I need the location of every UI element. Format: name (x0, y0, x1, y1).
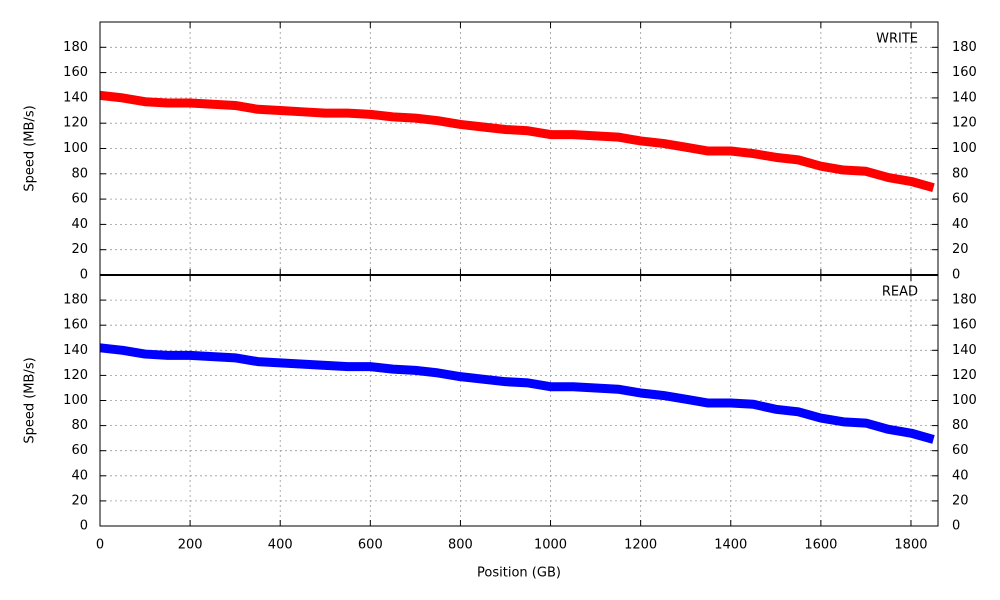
y2-tick-label: 0 (952, 519, 960, 534)
y2-tick-label: 100 (952, 141, 977, 156)
y-axis-label: Speed (MB/s) (23, 357, 38, 443)
y2-tick-label: 40 (952, 217, 969, 232)
y-tick-label: 140 (63, 343, 88, 358)
y-tick-label: 40 (71, 217, 88, 232)
y2-tick-label: 60 (952, 192, 969, 207)
y-tick-label: 60 (71, 443, 88, 458)
y2-tick-label: 120 (952, 368, 977, 383)
y-tick-label: 160 (63, 318, 88, 333)
y-tick-label: 60 (71, 192, 88, 207)
y-tick-label: 180 (63, 40, 88, 55)
y-tick-label: 180 (63, 293, 88, 308)
y-tick-label: 0 (80, 268, 88, 283)
y-tick-label: 120 (63, 116, 88, 131)
x-tick-label: 1600 (804, 538, 837, 553)
x-tick-label: 1400 (714, 538, 747, 553)
y2-tick-label: 120 (952, 116, 977, 131)
y2-tick-label: 100 (952, 393, 977, 408)
speed-line (99, 90, 935, 193)
y-tick-label: 100 (63, 141, 88, 156)
panel-title: WRITE (876, 32, 918, 47)
x-tick-label: 1200 (624, 538, 657, 553)
y-tick-label: 160 (63, 65, 88, 80)
y-tick-label: 100 (63, 393, 88, 408)
x-tick-label: 400 (268, 538, 293, 553)
y-tick-label: 80 (71, 418, 88, 433)
y2-tick-label: 140 (952, 343, 977, 358)
y-axis-label: Speed (MB/s) (23, 105, 38, 191)
y2-tick-label: 0 (952, 268, 960, 283)
panel-title: READ (882, 285, 918, 300)
y2-tick-label: 20 (952, 242, 969, 257)
x-tick-label: 200 (178, 538, 203, 553)
x-tick-label: 0 (96, 538, 104, 553)
y-tick-label: 140 (63, 90, 88, 105)
y2-tick-label: 140 (952, 90, 977, 105)
x-tick-label: 1000 (534, 538, 567, 553)
y-tick-label: 120 (63, 368, 88, 383)
y2-tick-label: 60 (952, 443, 969, 458)
y2-tick-label: 80 (952, 166, 969, 181)
y2-tick-label: 180 (952, 293, 977, 308)
y2-tick-label: 180 (952, 40, 977, 55)
x-tick-label: 600 (358, 538, 383, 553)
x-tick-label: 1800 (894, 538, 927, 553)
y2-tick-label: 40 (952, 468, 969, 483)
x-tick-label: 800 (448, 538, 473, 553)
y2-tick-label: 160 (952, 65, 977, 80)
x-axis-label: Position (GB) (477, 566, 561, 581)
y2-tick-label: 160 (952, 318, 977, 333)
y-tick-label: 80 (71, 166, 88, 181)
speed-line (99, 343, 935, 444)
y-tick-label: 20 (71, 493, 88, 508)
y-tick-label: 40 (71, 468, 88, 483)
y2-tick-label: 80 (952, 418, 969, 433)
y-tick-label: 0 (80, 519, 88, 534)
y-tick-label: 20 (71, 242, 88, 257)
y2-tick-label: 20 (952, 493, 969, 508)
